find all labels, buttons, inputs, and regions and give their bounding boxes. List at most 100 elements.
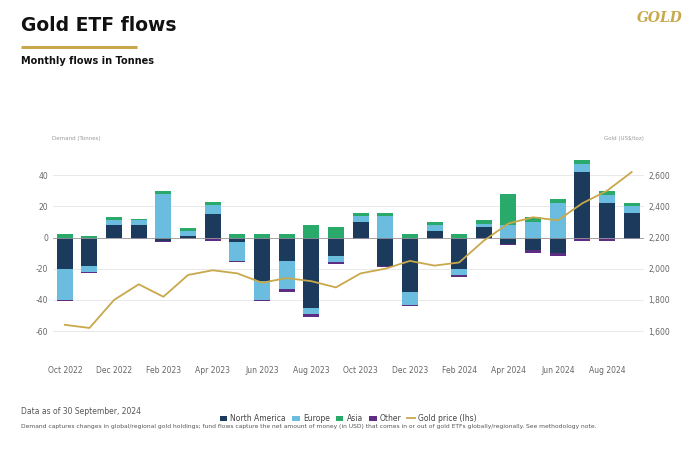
Legend: North America, Europe, Asia, Other, Gold price (lhs): North America, Europe, Asia, Other, Gold… — [220, 414, 477, 423]
Bar — [599, 191, 615, 195]
Bar — [377, 212, 393, 216]
Bar — [230, 242, 246, 261]
Bar — [303, 238, 319, 308]
Text: Data as of 30 September, 2024: Data as of 30 September, 2024 — [21, 407, 141, 416]
Bar — [180, 238, 196, 239]
Text: GOLD: GOLD — [637, 11, 682, 25]
Bar — [328, 238, 344, 256]
Bar — [131, 220, 147, 225]
Bar — [476, 224, 492, 227]
Bar — [180, 236, 196, 238]
Bar — [81, 236, 97, 238]
Bar — [402, 305, 418, 306]
Bar — [254, 234, 270, 238]
Bar — [155, 241, 172, 242]
Bar — [550, 238, 566, 253]
Text: Demand captures changes in global/regional gold holdings; fund flows capture the: Demand captures changes in global/region… — [21, 424, 596, 429]
Bar — [402, 292, 418, 305]
Bar — [575, 172, 590, 238]
Bar — [599, 195, 615, 203]
Bar — [303, 225, 319, 238]
Bar — [599, 238, 615, 241]
Bar — [155, 191, 172, 194]
Bar — [624, 207, 640, 212]
Bar — [377, 216, 393, 238]
Bar — [353, 238, 369, 239]
Bar — [106, 220, 122, 225]
Bar — [624, 203, 640, 207]
Bar — [328, 262, 344, 264]
Bar — [57, 269, 73, 300]
Bar — [476, 238, 492, 239]
Bar — [550, 253, 566, 256]
Bar — [624, 212, 640, 238]
Bar — [81, 272, 97, 274]
Bar — [353, 212, 369, 216]
Bar — [451, 275, 467, 276]
Bar — [426, 222, 442, 225]
Bar — [402, 234, 418, 238]
Bar — [57, 238, 73, 269]
Bar — [106, 217, 122, 220]
Bar — [106, 225, 122, 238]
Bar — [230, 261, 246, 262]
Bar — [353, 216, 369, 222]
Bar — [500, 238, 517, 244]
Bar — [525, 217, 541, 222]
Bar — [204, 214, 220, 238]
Text: Demand (Tonnes): Demand (Tonnes) — [52, 136, 101, 141]
Bar — [131, 238, 147, 239]
Bar — [131, 219, 147, 220]
Bar — [303, 314, 319, 317]
Bar — [575, 160, 590, 164]
Bar — [476, 227, 492, 238]
Text: Gold ETF flows: Gold ETF flows — [21, 16, 176, 35]
Bar — [500, 244, 517, 245]
Bar — [279, 289, 295, 292]
Bar — [377, 266, 393, 267]
Bar — [204, 202, 220, 205]
Bar — [525, 238, 541, 250]
Bar — [180, 228, 196, 231]
Bar — [525, 222, 541, 238]
Bar — [500, 194, 517, 225]
Text: Monthly flows in Tonnes: Monthly flows in Tonnes — [21, 56, 154, 66]
Bar — [81, 266, 97, 272]
Bar — [155, 194, 172, 238]
Bar — [303, 308, 319, 314]
Bar — [230, 234, 246, 238]
Bar — [279, 234, 295, 238]
Bar — [599, 203, 615, 238]
Bar — [550, 203, 566, 238]
Bar — [550, 198, 566, 203]
Bar — [426, 231, 442, 238]
Bar — [204, 238, 220, 241]
Bar — [426, 225, 442, 231]
Bar — [180, 231, 196, 236]
Bar — [254, 300, 270, 302]
Bar — [575, 164, 590, 172]
Bar — [254, 281, 270, 300]
Text: Gold (US$/toz): Gold (US$/toz) — [604, 136, 644, 141]
Bar — [451, 238, 467, 269]
Bar — [451, 269, 467, 275]
Bar — [624, 238, 640, 239]
Bar — [254, 238, 270, 281]
Bar — [426, 238, 442, 239]
Bar — [500, 225, 517, 238]
Bar — [451, 234, 467, 238]
Bar — [57, 234, 73, 238]
Bar — [525, 250, 541, 253]
Bar — [155, 238, 172, 241]
Bar — [377, 238, 393, 266]
Bar — [476, 220, 492, 224]
Bar — [131, 225, 147, 238]
Bar — [328, 227, 344, 238]
Bar — [328, 256, 344, 262]
Bar — [204, 205, 220, 214]
Bar — [230, 238, 246, 242]
Bar — [353, 222, 369, 238]
Bar — [575, 238, 590, 241]
Bar — [57, 300, 73, 302]
Bar — [279, 261, 295, 289]
